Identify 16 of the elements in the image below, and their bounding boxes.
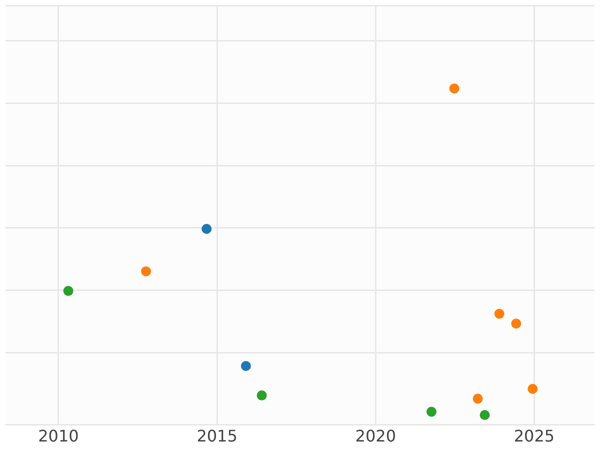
x-tick-label: 2015: [196, 426, 238, 446]
point: [256, 390, 267, 400]
point: [426, 406, 436, 417]
point: [63, 286, 74, 296]
point: [528, 384, 538, 394]
point: [494, 308, 504, 319]
point: [472, 394, 483, 404]
point: [141, 266, 152, 276]
x-tick-label: 2025: [514, 426, 555, 446]
point: [511, 318, 522, 329]
point: [480, 410, 490, 420]
x-tick-label: 2020: [355, 426, 396, 446]
x-tick-label: 2010: [38, 426, 79, 446]
point: [202, 224, 212, 234]
point: [240, 361, 251, 372]
point: [449, 83, 460, 94]
